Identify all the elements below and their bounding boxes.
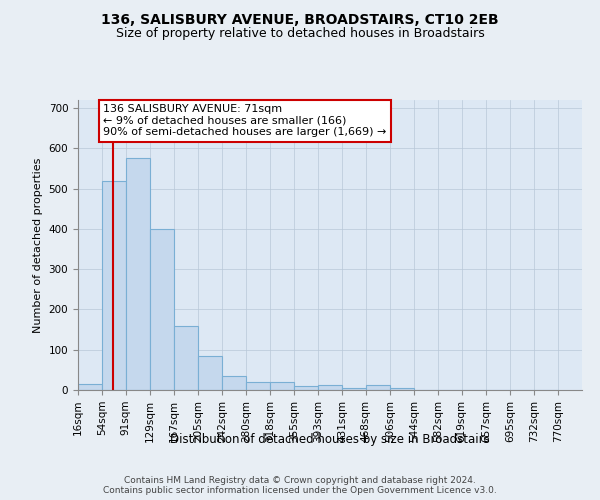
Y-axis label: Number of detached properties: Number of detached properties <box>33 158 43 332</box>
Text: Contains HM Land Registry data © Crown copyright and database right 2024.
Contai: Contains HM Land Registry data © Crown c… <box>103 476 497 495</box>
Bar <box>318 385 342 390</box>
Bar <box>294 386 318 390</box>
Text: 136 SALISBURY AVENUE: 71sqm
← 9% of detached houses are smaller (166)
90% of sem: 136 SALISBURY AVENUE: 71sqm ← 9% of deta… <box>103 104 387 137</box>
Bar <box>270 382 294 390</box>
Bar <box>198 356 222 390</box>
Text: 136, SALISBURY AVENUE, BROADSTAIRS, CT10 2EB: 136, SALISBURY AVENUE, BROADSTAIRS, CT10… <box>101 12 499 26</box>
Bar <box>126 158 150 390</box>
Bar <box>390 388 414 390</box>
Bar <box>342 388 365 390</box>
Bar <box>222 376 246 390</box>
Text: Distribution of detached houses by size in Broadstairs: Distribution of detached houses by size … <box>170 432 490 446</box>
Bar <box>150 229 174 390</box>
Bar <box>174 326 198 390</box>
Bar <box>246 382 270 390</box>
Text: Size of property relative to detached houses in Broadstairs: Size of property relative to detached ho… <box>116 28 484 40</box>
Bar <box>78 384 102 390</box>
Bar <box>365 385 390 390</box>
Bar <box>102 180 126 390</box>
